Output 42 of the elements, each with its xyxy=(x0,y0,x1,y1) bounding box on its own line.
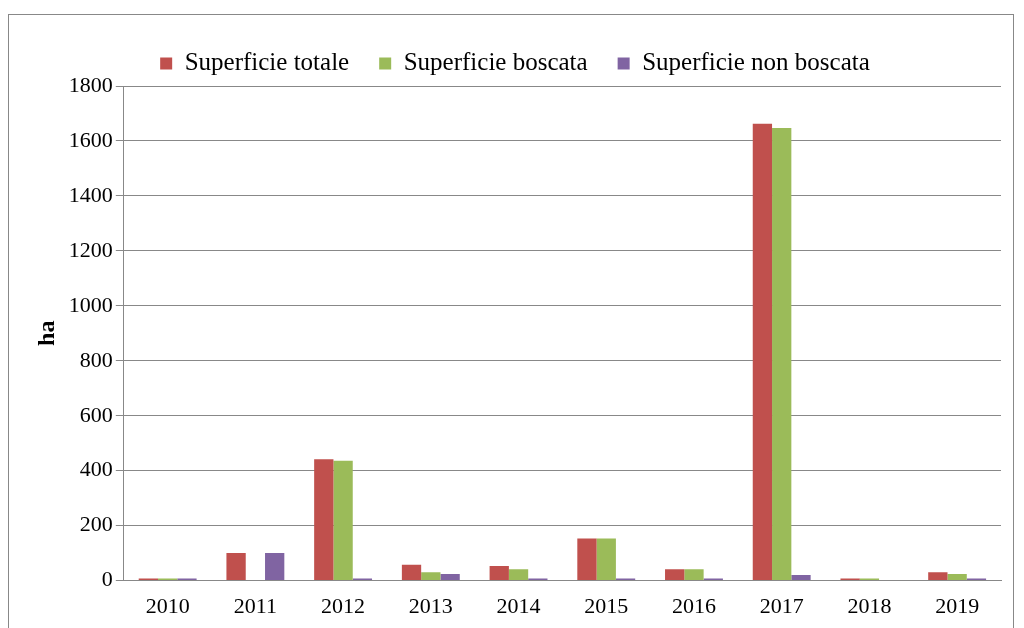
y-tick-label: 600 xyxy=(79,401,113,427)
bar xyxy=(421,572,441,581)
bar xyxy=(226,553,246,581)
bar xyxy=(665,569,685,581)
bar xyxy=(577,538,597,581)
y-axis-title: ha xyxy=(32,320,59,346)
x-tick-label: 2013 xyxy=(408,592,453,618)
bar xyxy=(508,569,529,581)
y-tick-label: 200 xyxy=(79,511,113,537)
x-tick-label: 2019 xyxy=(935,592,980,618)
bar xyxy=(752,123,773,581)
bar xyxy=(772,128,792,581)
bar xyxy=(928,572,948,581)
x-tick-label: 2016 xyxy=(671,592,716,618)
y-tick-label: 1600 xyxy=(68,126,113,152)
x-tick-label: 2018 xyxy=(847,592,892,618)
bar xyxy=(596,538,616,581)
y-tick-label: 400 xyxy=(79,456,113,482)
x-tick-label: 2011 xyxy=(233,592,277,618)
bar xyxy=(684,569,704,581)
y-tick-label: 1800 xyxy=(68,71,113,97)
x-tick-label: 2015 xyxy=(584,592,629,618)
legend-label: Superficie non boscata xyxy=(642,48,870,76)
x-tick-label: 2010 xyxy=(145,592,190,618)
x-tick-label: 2012 xyxy=(321,592,366,618)
legend-label: Superficie totale xyxy=(184,48,350,76)
y-tick-label: 1000 xyxy=(68,291,113,317)
bar xyxy=(791,575,811,581)
bar xyxy=(333,460,353,581)
bar xyxy=(401,564,422,581)
y-tick-label: 1400 xyxy=(68,181,113,207)
legend-label: Superficie boscata xyxy=(403,48,588,76)
bar xyxy=(314,459,334,581)
y-tick-label: 800 xyxy=(79,346,113,372)
x-tick-label: 2017 xyxy=(759,592,804,618)
y-tick-label: 1200 xyxy=(68,236,113,262)
bar xyxy=(489,566,509,581)
x-tick-label: 2014 xyxy=(496,592,541,618)
bar xyxy=(947,574,967,581)
bar xyxy=(265,553,285,581)
y-tick-label: 0 xyxy=(101,566,113,592)
bar xyxy=(440,574,460,581)
